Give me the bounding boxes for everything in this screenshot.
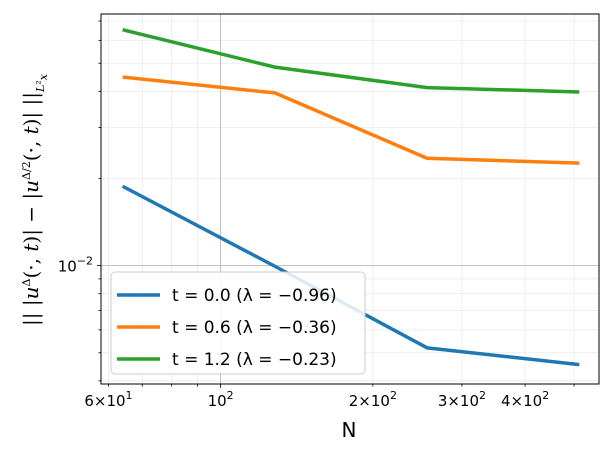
legend-items: t = 0.0 (λ = −0.96) t = 0.6 (λ = −0.36) t … <box>117 286 337 370</box>
x-tick-label: 102 <box>208 389 234 410</box>
y-tick-label: 10−2 <box>58 255 93 276</box>
y-axis-label: || |uΔ(·, t)| − |uΔ/2(·, t)| ||L²x <box>19 73 50 326</box>
x-tick-label: 2×102 <box>349 389 397 410</box>
legend-label-0: t = 0.0 (λ = −0.96) <box>172 286 337 306</box>
series-line-1 <box>122 75 580 165</box>
tick-labels: 6×101 102 2×102 3×102 4×102 10−2 <box>58 255 550 410</box>
legend-box <box>110 271 366 375</box>
ticks-layer <box>97 20 575 388</box>
plot-frame <box>100 13 600 385</box>
legend-label-1: t = 0.6 (λ = −0.36) <box>172 318 337 338</box>
x-tick-label: 3×102 <box>438 389 486 410</box>
legend: t = 0.0 (λ = −0.96) t = 0.6 (λ = −0.36) t … <box>110 271 366 375</box>
x-tick-label: 6×101 <box>84 389 132 410</box>
x-tick-label: 4×102 <box>501 389 549 410</box>
series-line-2 <box>122 28 580 94</box>
legend-label-2: t = 1.2 (λ = −0.23) <box>172 350 337 370</box>
x-axis-label: N <box>342 418 357 442</box>
